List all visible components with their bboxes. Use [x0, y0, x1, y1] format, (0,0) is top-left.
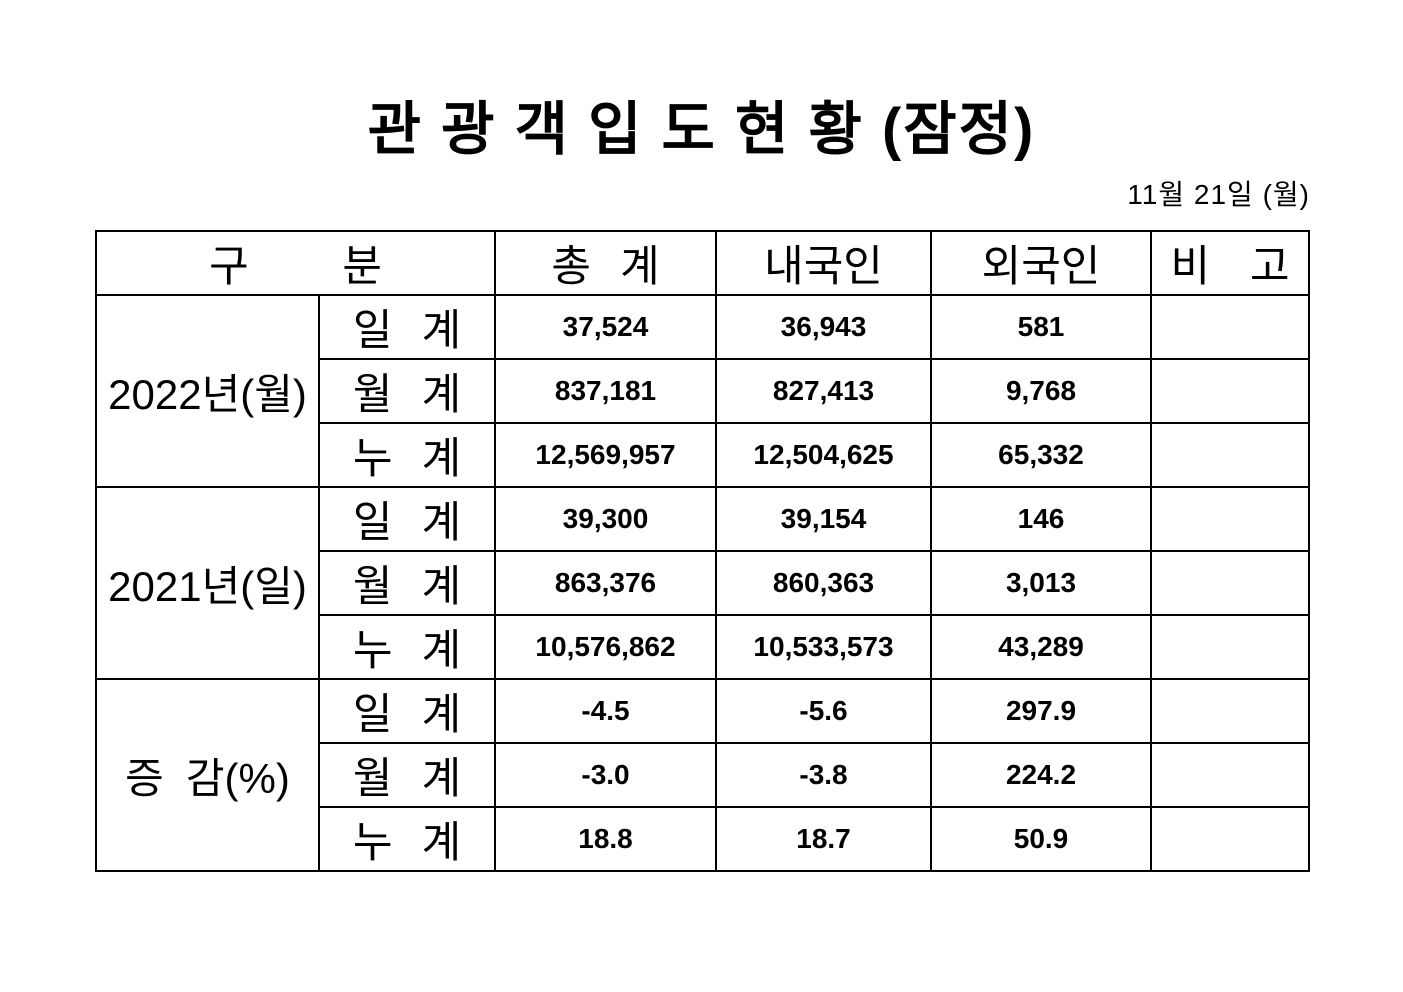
- remarks-cell: [1150, 358, 1310, 424]
- remarks-cell: [1150, 742, 1310, 808]
- value-total: 18.8: [494, 806, 717, 872]
- value-total: 10,576,862: [494, 614, 717, 680]
- value-total: -4.5: [494, 678, 717, 744]
- header-category: 구 분: [95, 230, 496, 296]
- value-foreign: 65,332: [930, 422, 1152, 488]
- header-foreign: 외국인: [930, 230, 1152, 296]
- remarks-cell: [1150, 550, 1310, 616]
- value-total: 39,300: [494, 486, 717, 552]
- page-title: 관 광 객 입 도 현 황 (잠정): [367, 97, 1036, 162]
- value-foreign: 146: [930, 486, 1152, 552]
- value-foreign: 9,768: [930, 358, 1152, 424]
- remarks-cell: [1150, 678, 1310, 744]
- group-label-2021: 2021년(일): [95, 486, 320, 680]
- table-row: 누 계 10,576,862 10,533,573 43,289: [96, 614, 1310, 680]
- remarks-cell: [1150, 486, 1310, 552]
- tourist-arrivals-table: 구 분 총 계 내국인 외국인 비 고 2022년(월) 일 계 37,524 …: [95, 230, 1310, 872]
- group-label-2022: 2022년(월): [95, 294, 320, 488]
- table-row: 월 계 837,181 827,413 9,768: [96, 358, 1310, 424]
- value-domestic: -3.8: [715, 742, 932, 808]
- row-label: 월 계: [318, 550, 496, 616]
- value-foreign: 50.9: [930, 806, 1152, 872]
- row-label: 일 계: [318, 294, 496, 360]
- value-foreign: 224.2: [930, 742, 1152, 808]
- remarks-cell: [1150, 422, 1310, 488]
- row-label: 누 계: [318, 422, 496, 488]
- remarks-cell: [1150, 614, 1310, 680]
- value-foreign: 297.9: [930, 678, 1152, 744]
- header-domestic: 내국인: [715, 230, 932, 296]
- header-total: 총 계: [494, 230, 717, 296]
- table-row: 2021년(일) 일 계 39,300 39,154 146: [95, 486, 1310, 680]
- value-total: 837,181: [494, 358, 717, 424]
- report-date: 11월 21일 (월): [1127, 179, 1310, 210]
- row-label: 누 계: [318, 614, 496, 680]
- header-row: 구 분 총 계 내국인 외국인 비 고: [95, 230, 1310, 296]
- table-row: 증 감(%) 일 계 -4.5 -5.6 297.9: [95, 678, 1310, 872]
- row-label: 일 계: [318, 486, 496, 552]
- table-row: 월 계 863,376 860,363 3,013: [96, 550, 1310, 616]
- remarks-cell: [1150, 294, 1310, 360]
- header-remarks: 비 고: [1150, 230, 1310, 296]
- value-domestic: 36,943: [715, 294, 932, 360]
- row-label: 일 계: [318, 678, 496, 744]
- value-domestic: 18.7: [715, 806, 932, 872]
- value-total: 12,569,957: [494, 422, 717, 488]
- value-foreign: 43,289: [930, 614, 1152, 680]
- table-row: 월 계 -3.0 -3.8 224.2: [96, 742, 1310, 808]
- group-label-change: 증 감(%): [95, 678, 320, 872]
- row-label: 월 계: [318, 742, 496, 808]
- value-domestic: 12,504,625: [715, 422, 932, 488]
- value-foreign: 3,013: [930, 550, 1152, 616]
- table-row: 누 계 18.8 18.7 50.9: [96, 806, 1310, 872]
- value-total: -3.0: [494, 742, 717, 808]
- value-domestic: 827,413: [715, 358, 932, 424]
- value-foreign: 581: [930, 294, 1152, 360]
- value-domestic: 39,154: [715, 486, 932, 552]
- table-row: 누 계 12,569,957 12,504,625 65,332: [96, 422, 1310, 488]
- value-domestic: 860,363: [715, 550, 932, 616]
- value-domestic: 10,533,573: [715, 614, 932, 680]
- value-total: 863,376: [494, 550, 717, 616]
- row-label: 월 계: [318, 358, 496, 424]
- value-total: 37,524: [494, 294, 717, 360]
- table-row: 2022년(월) 일 계 37,524 36,943 581: [95, 294, 1310, 488]
- value-domestic: -5.6: [715, 678, 932, 744]
- row-label: 누 계: [318, 806, 496, 872]
- remarks-cell: [1150, 806, 1310, 872]
